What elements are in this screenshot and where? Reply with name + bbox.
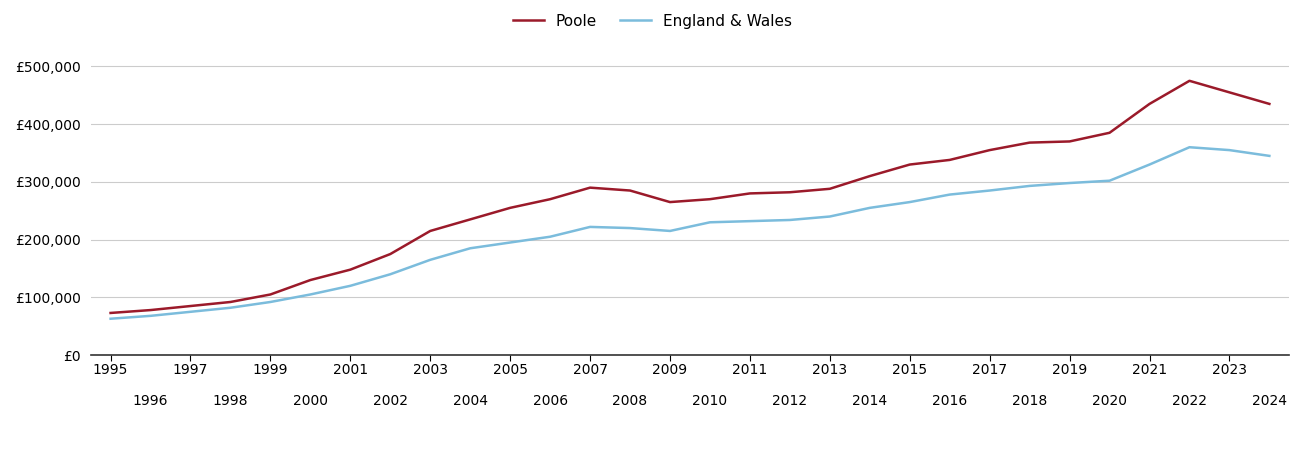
Text: 1996: 1996	[133, 394, 168, 408]
Poole	[981, 148, 997, 153]
Poole	[1101, 130, 1117, 135]
Text: 2004: 2004	[453, 394, 488, 408]
Poole	[782, 189, 797, 195]
England & Wales	[1221, 148, 1237, 153]
England & Wales	[1181, 144, 1197, 150]
England & Wales	[103, 316, 119, 321]
Poole	[502, 205, 518, 211]
Text: 2006: 2006	[532, 394, 568, 408]
Text: 2010: 2010	[693, 394, 727, 408]
Poole	[1262, 101, 1278, 107]
Text: 2012: 2012	[773, 394, 808, 408]
Poole	[1022, 140, 1037, 145]
Line: Poole: Poole	[111, 81, 1270, 313]
England & Wales	[462, 246, 478, 251]
Poole	[382, 252, 398, 257]
Text: 2000: 2000	[292, 394, 328, 408]
Poole	[462, 217, 478, 222]
England & Wales	[902, 199, 917, 205]
Text: 2018: 2018	[1011, 394, 1047, 408]
Text: 2008: 2008	[612, 394, 647, 408]
England & Wales	[1142, 162, 1158, 167]
Poole	[942, 157, 958, 162]
England & Wales	[303, 292, 318, 297]
Poole	[342, 267, 358, 272]
Poole	[1062, 139, 1078, 144]
England & Wales	[622, 225, 638, 231]
Poole	[303, 277, 318, 283]
England & Wales	[822, 214, 838, 219]
England & Wales	[382, 271, 398, 277]
Text: 2022: 2022	[1172, 394, 1207, 408]
Text: 1998: 1998	[213, 394, 248, 408]
England & Wales	[1101, 178, 1117, 184]
Poole	[142, 307, 158, 313]
Poole	[183, 303, 198, 309]
England & Wales	[142, 313, 158, 319]
Poole	[262, 292, 278, 297]
Text: 2024: 2024	[1251, 394, 1287, 408]
Text: 2014: 2014	[852, 394, 887, 408]
Poole	[582, 185, 598, 190]
England & Wales	[743, 218, 758, 224]
England & Wales	[1262, 153, 1278, 158]
England & Wales	[582, 224, 598, 230]
Poole	[902, 162, 917, 167]
England & Wales	[782, 217, 797, 223]
England & Wales	[342, 283, 358, 288]
Poole	[1181, 78, 1197, 84]
England & Wales	[662, 228, 677, 234]
England & Wales	[262, 299, 278, 305]
England & Wales	[543, 234, 559, 239]
England & Wales	[863, 205, 878, 211]
Poole	[863, 173, 878, 179]
Poole	[743, 191, 758, 196]
Text: 2002: 2002	[373, 394, 407, 408]
Poole	[622, 188, 638, 193]
Legend: Poole, England & Wales: Poole, England & Wales	[508, 8, 797, 35]
England & Wales	[183, 309, 198, 315]
England & Wales	[981, 188, 997, 193]
Line: England & Wales: England & Wales	[111, 147, 1270, 319]
England & Wales	[423, 257, 438, 262]
Poole	[822, 186, 838, 192]
England & Wales	[502, 240, 518, 245]
England & Wales	[223, 305, 239, 310]
Text: 2016: 2016	[932, 394, 967, 408]
Poole	[103, 310, 119, 315]
England & Wales	[1022, 183, 1037, 189]
Poole	[1142, 101, 1158, 107]
England & Wales	[1062, 180, 1078, 186]
Poole	[662, 199, 677, 205]
Poole	[423, 228, 438, 234]
England & Wales	[702, 220, 718, 225]
Poole	[223, 299, 239, 305]
Poole	[543, 197, 559, 202]
England & Wales	[942, 192, 958, 197]
Text: 2020: 2020	[1092, 394, 1128, 408]
Poole	[702, 197, 718, 202]
Poole	[1221, 90, 1237, 95]
